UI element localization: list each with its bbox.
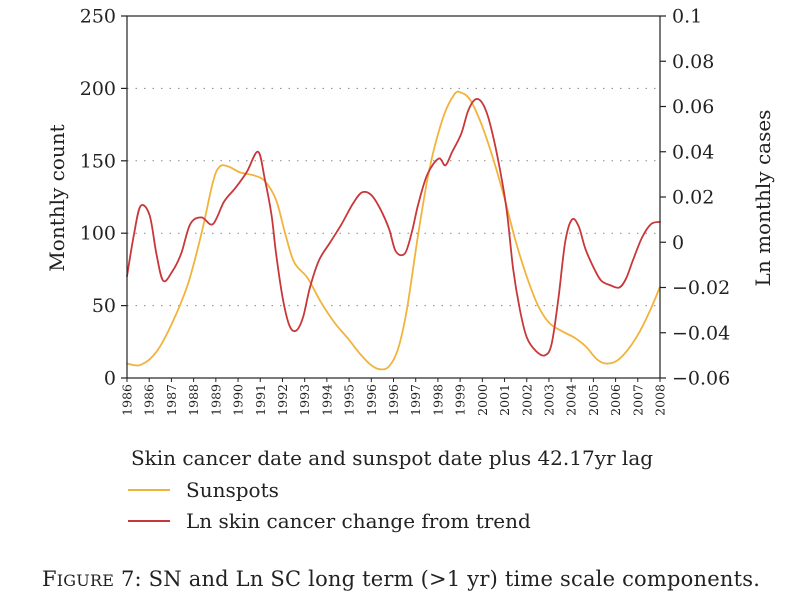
x-tick-label: 2001: [497, 384, 512, 416]
left-y-tick-label: 0: [104, 368, 116, 390]
figure-caption: FIGURE 7: SN and Ln SC long term (>1 yr)…: [42, 567, 760, 591]
series-line-sunspots: [126, 90, 661, 371]
left-y-tick-label: 200: [80, 78, 116, 100]
x-tick-label: 1996: [364, 384, 379, 416]
legend-label-sunspots: Sunspots: [186, 478, 279, 502]
x-tick-label: 1996: [386, 384, 401, 416]
x-axis: 1986 1986 1987 1988 1989 1990 1991 1992 1993 1994…: [120, 378, 668, 416]
right-y-tick-label: −0.06: [672, 368, 730, 390]
x-tick-label: 1993: [297, 384, 312, 416]
left-y-tick-label: 250: [80, 6, 116, 28]
legend: Sunspots Ln skin cancer change from tren…: [128, 478, 531, 533]
right-y-axis: −0.06 −0.04 −0.02 0 0.02 0.04 0.06 0.08 0.1: [660, 6, 730, 390]
series-line-skin-cancer: [126, 98, 661, 357]
x-tick-label: 1986: [142, 384, 157, 416]
x-tick-label: 2004: [564, 384, 579, 416]
figure-label: FIGURE 7: [42, 567, 135, 591]
right-y-tick-label: −0.02: [672, 277, 730, 299]
x-tick-label: 2002: [519, 384, 534, 416]
x-tick-label: 1997: [408, 384, 423, 416]
plot-frame: [126, 15, 661, 379]
x-tick-label: 1988: [186, 384, 201, 416]
right-y-tick-label: −0.04: [672, 322, 730, 344]
horizontal-gridlines: [127, 87, 660, 307]
x-axis-label: Skin cancer date and sunspot date plus 4…: [131, 446, 653, 470]
right-y-tick-label: 0.04: [672, 141, 714, 163]
x-tick-label: 2006: [608, 384, 623, 416]
series-layer: [126, 90, 661, 371]
right-y-tick-label: 0.06: [672, 96, 714, 118]
x-tick-label: 1998: [430, 384, 445, 416]
x-tick-label: 2003: [541, 384, 556, 416]
x-tick-label: 2000: [475, 384, 490, 416]
x-tick-label: 1986: [120, 384, 135, 416]
x-tick-label: 2005: [586, 384, 601, 416]
left-y-tick-label: 150: [80, 150, 116, 172]
x-tick-label: 1999: [453, 384, 468, 416]
x-tick-label: 1989: [208, 384, 223, 416]
x-tick-label: 2008: [653, 384, 668, 416]
x-tick-label: 1992: [275, 384, 290, 416]
legend-label-skin-cancer: Ln skin cancer change from trend: [186, 509, 531, 533]
x-tick-label: 1991: [253, 384, 268, 416]
left-y-axis: 0 50 100 150 200 250: [80, 6, 127, 390]
x-tick-label: 1990: [231, 384, 246, 416]
x-tick-label: 1994: [319, 384, 334, 416]
right-y-tick-label: 0.02: [672, 187, 714, 209]
x-tick-label: 1987: [164, 384, 179, 416]
caption-text: : SN and Ln SC long term (>1 yr) time sc…: [135, 567, 761, 591]
x-tick-label: 2007: [630, 384, 645, 416]
left-y-axis-label: Monthly count: [45, 124, 69, 271]
right-y-tick-label: 0.1: [672, 6, 702, 28]
x-tick-label: 1995: [342, 384, 357, 416]
right-y-tick-label: 0.08: [672, 51, 714, 73]
left-y-tick-label: 100: [80, 223, 116, 245]
right-y-tick-label: 0: [672, 232, 684, 254]
left-y-tick-label: 50: [92, 295, 116, 317]
right-y-axis-label: Ln monthly cases: [751, 110, 775, 287]
